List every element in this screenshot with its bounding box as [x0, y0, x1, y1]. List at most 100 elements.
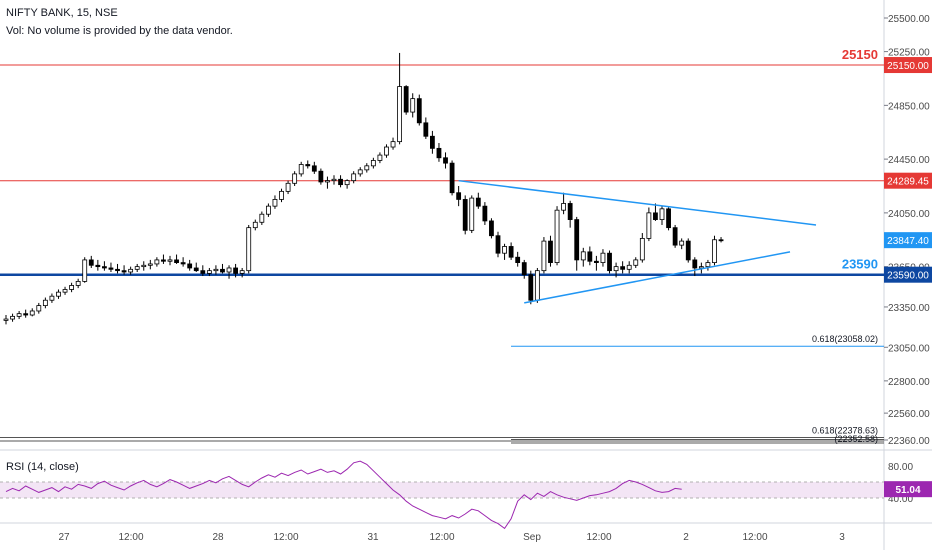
candle-body: [443, 157, 448, 164]
resistance-24289-badge-text: 24289.45: [887, 177, 929, 188]
candle-body: [259, 213, 265, 223]
candle-body: [213, 268, 219, 272]
candle-body: [508, 246, 514, 258]
candle-body: [134, 266, 140, 270]
fib-level-label: 0.618(22378.63): [812, 425, 878, 435]
x-tick-label: 12:00: [118, 532, 143, 543]
candle-body: [305, 164, 311, 167]
candle-body: [69, 285, 74, 290]
candle-body: [403, 86, 409, 113]
candle-body: [338, 178, 343, 186]
candle-body: [187, 263, 193, 269]
candle-body: [482, 205, 488, 222]
y-tick-label: 22800.00: [888, 377, 930, 388]
rsi-tick-label: 40.00: [888, 494, 913, 505]
candle-body: [298, 164, 304, 175]
candle-body: [115, 268, 120, 272]
candle-body: [698, 266, 704, 269]
candle-body: [613, 266, 619, 272]
rsi-tick-label: 80.00: [888, 462, 913, 473]
support-23590-badge-text: 23590.00: [887, 271, 929, 282]
candle-body: [206, 270, 212, 274]
y-tick-label: 22560.00: [888, 409, 930, 420]
x-tick-label: Sep: [523, 532, 541, 543]
candle-body: [23, 313, 29, 316]
candle-body: [311, 165, 317, 172]
candle-body: [567, 203, 573, 220]
candle-body: [141, 264, 147, 268]
candle-body: [292, 173, 298, 184]
candle-body: [528, 274, 534, 301]
candle-body: [265, 205, 271, 215]
x-tick-label: 12:00: [429, 532, 454, 543]
x-tick-label: 12:00: [586, 532, 611, 543]
candle-body: [233, 267, 239, 274]
candle-body: [344, 180, 350, 186]
candle-body: [653, 212, 658, 220]
candle-body: [220, 268, 225, 273]
candle-body: [16, 313, 22, 317]
candle-body: [429, 135, 435, 149]
candle-body: [469, 197, 475, 231]
candle-body: [712, 239, 717, 263]
x-tick-label: 28: [212, 532, 224, 543]
candle-body: [390, 141, 396, 148]
candle-body: [384, 146, 389, 156]
candle-body: [370, 160, 376, 167]
candle-body: [128, 268, 134, 273]
candle-body: [541, 240, 547, 272]
x-tick-label: 12:00: [742, 532, 767, 543]
candle-body: [10, 315, 15, 320]
candle-body: [495, 235, 501, 254]
candle-body: [594, 260, 599, 263]
symbol-title: NIFTY BANK, 15, NSE: [6, 7, 118, 19]
candle-body: [475, 197, 481, 207]
candle-body: [36, 305, 42, 312]
candle-body: [626, 264, 632, 270]
fib-level-label: (22352.58): [834, 434, 878, 444]
lower-trendline: [524, 251, 791, 304]
candle-body: [147, 263, 153, 266]
last-price-badge: [884, 232, 932, 249]
candle-body: [108, 267, 114, 270]
candle-body: [325, 180, 330, 183]
y-tick-label: 24850.00: [888, 101, 930, 112]
candle-body: [436, 147, 442, 159]
x-tick-label: 3: [839, 532, 845, 543]
x-tick-label: 12:00: [273, 532, 298, 543]
candle-body: [357, 169, 363, 175]
rsi-value-badge: [884, 481, 932, 498]
candle-body: [279, 190, 284, 200]
resistance-24289-badge: [884, 172, 932, 189]
candle-body: [416, 98, 422, 124]
candle-body: [679, 240, 685, 246]
candle-body: [95, 264, 101, 268]
candle-body: [75, 281, 81, 286]
candle-body: [42, 299, 48, 307]
candle-body: [515, 256, 521, 263]
candle-body: [521, 262, 527, 276]
candle-body: [252, 221, 258, 229]
candle-body: [3, 318, 9, 321]
candle-body: [685, 240, 691, 261]
candle-body: [331, 178, 337, 182]
candle-body: [272, 199, 278, 207]
candle-body: [462, 199, 468, 231]
candle-body: [639, 238, 645, 261]
candle-body: [397, 86, 403, 143]
candle-body: [351, 173, 357, 182]
candle-body: [200, 270, 206, 274]
candle-body: [620, 266, 626, 270]
candle-body: [364, 165, 370, 171]
volume-note: Vol: No volume is provided by the data v…: [6, 25, 233, 37]
candle-body: [534, 270, 540, 301]
candle-body: [449, 162, 455, 194]
candle-body: [423, 122, 429, 137]
support-23590-label: 23590: [842, 257, 878, 272]
resistance-25150-badge: [884, 57, 932, 74]
candle-body: [167, 259, 173, 262]
y-tick-label: 24450.00: [888, 155, 930, 166]
resistance-25150-badge-text: 25150.00: [887, 61, 929, 72]
candle-body: [174, 259, 179, 263]
